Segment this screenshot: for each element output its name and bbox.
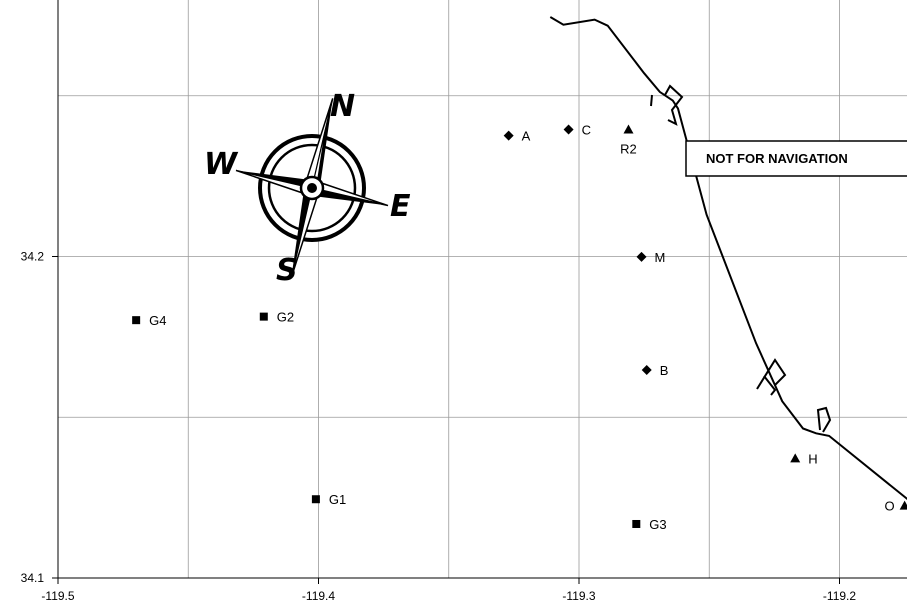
point-label-g2: G2	[277, 310, 294, 325]
not-for-navigation-notice: NOT FOR NAVIGATION	[685, 140, 907, 177]
south-jetty-east	[816, 406, 832, 433]
square-marker-g1	[311, 495, 320, 504]
x-tick-label: -119.2	[823, 589, 856, 603]
triangle-marker-o	[899, 500, 907, 510]
triangle-marker-r2	[623, 124, 634, 134]
coastline	[549, 16, 907, 501]
point-label-g3: G3	[649, 517, 666, 532]
diamond-marker-a	[503, 130, 514, 141]
notice-text: NOT FOR NAVIGATION	[706, 151, 848, 166]
point-label-g4: G4	[149, 313, 166, 328]
point-label-a: A	[522, 129, 531, 144]
harbour-jetties	[650, 84, 832, 433]
compass-south-label: S	[276, 253, 298, 288]
diamond-marker-c	[563, 124, 574, 135]
point-label-r2: R2	[620, 142, 637, 157]
plot-area	[58, 0, 907, 578]
square-marker-g3	[632, 519, 641, 528]
point-label-o: O	[885, 499, 895, 514]
x-tick-label: -119.4	[302, 589, 335, 603]
compass-north-label: N	[330, 89, 355, 124]
diamond-marker-m	[636, 251, 647, 262]
point-label-m: M	[655, 250, 666, 265]
notice-box	[685, 140, 907, 177]
compass-east-label: E	[390, 189, 411, 224]
point-label-g1: G1	[329, 492, 346, 507]
grid-lines	[58, 0, 907, 578]
axis-ticks: -119.5 -119.4 -119.3 -119.2 34.1 34.2	[21, 250, 857, 604]
point-label-b: B	[660, 363, 669, 378]
compass-center	[307, 183, 317, 193]
point-label-c: C	[582, 123, 591, 138]
compass-rose: N E S W	[204, 89, 411, 288]
north-jetty-left	[650, 94, 653, 107]
station-markers: A C M B R2 H O G4 G2 G1 G3	[132, 123, 907, 532]
north-jetty-right	[664, 84, 684, 126]
south-jetty-mid	[763, 375, 777, 396]
compass-star	[235, 98, 389, 278]
square-marker-g4	[132, 316, 141, 325]
x-tick-label: -119.5	[41, 589, 74, 603]
square-marker-g2	[259, 312, 268, 321]
y-tick-label: 34.2	[21, 250, 45, 264]
diamond-marker-b	[641, 364, 652, 375]
x-tick-label: -119.3	[562, 589, 595, 603]
south-jetty-right	[756, 358, 787, 390]
compass-west-label: W	[204, 147, 239, 182]
triangle-marker-h	[790, 453, 801, 463]
point-label-h: H	[808, 451, 817, 466]
y-tick-label: 34.1	[21, 571, 45, 585]
